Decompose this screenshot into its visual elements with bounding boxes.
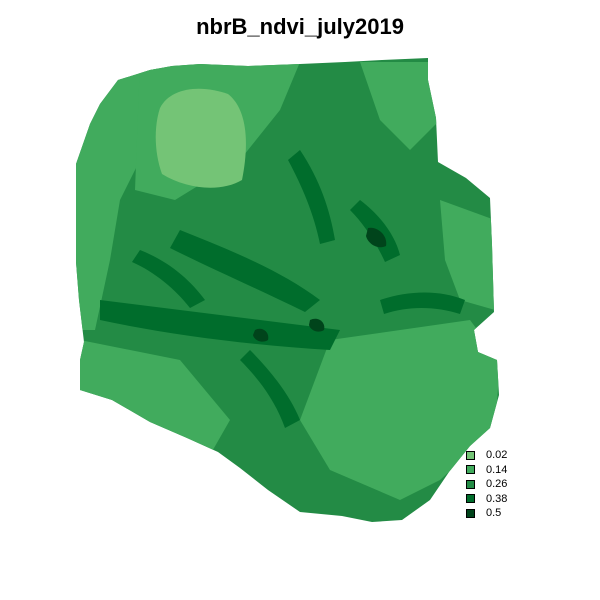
legend-label: 0.38 <box>486 492 508 505</box>
legend-item: 0.38 <box>466 492 507 507</box>
legend-label: 0.5 <box>486 507 502 520</box>
region-northwest-light-patch <box>155 88 246 188</box>
region-darkest-pocket-3 <box>309 318 325 332</box>
region-dark-ridge-5 <box>132 250 205 308</box>
legend-item: 0.14 <box>466 463 507 478</box>
region-darkest-pocket-2 <box>253 328 269 342</box>
legend-label: 0.14 <box>486 463 508 476</box>
legend-item: 0.5 <box>466 506 507 521</box>
region-east-band <box>440 200 495 310</box>
legend-swatch <box>466 508 475 518</box>
region-darkest-pocket-1 <box>366 227 387 248</box>
region-southeast-band <box>300 320 499 500</box>
legend-item: 0.02 <box>466 448 507 463</box>
map-title: nbrB_ndvi_july2019 <box>196 14 404 39</box>
legend-label: 0.26 <box>486 478 508 491</box>
legend-swatch <box>466 479 475 489</box>
region-northeast-band <box>360 62 440 150</box>
region-southwest-band <box>80 340 230 455</box>
region-dark-ridge-1 <box>100 300 340 350</box>
legend-swatch <box>466 465 475 475</box>
region-dark-ridge-4 <box>240 350 300 428</box>
region-dark-ridge-2 <box>170 230 320 312</box>
legend-item: 0.26 <box>466 477 507 492</box>
legend-label: 0.02 <box>486 449 508 462</box>
map-legend: 0.02 0.14 0.26 0.38 0.5 <box>466 448 507 521</box>
region-dark-ridge-7 <box>380 292 465 314</box>
region-dark-ridge-6 <box>288 150 335 244</box>
legend-swatch <box>466 450 475 460</box>
legend-swatch <box>466 494 475 504</box>
